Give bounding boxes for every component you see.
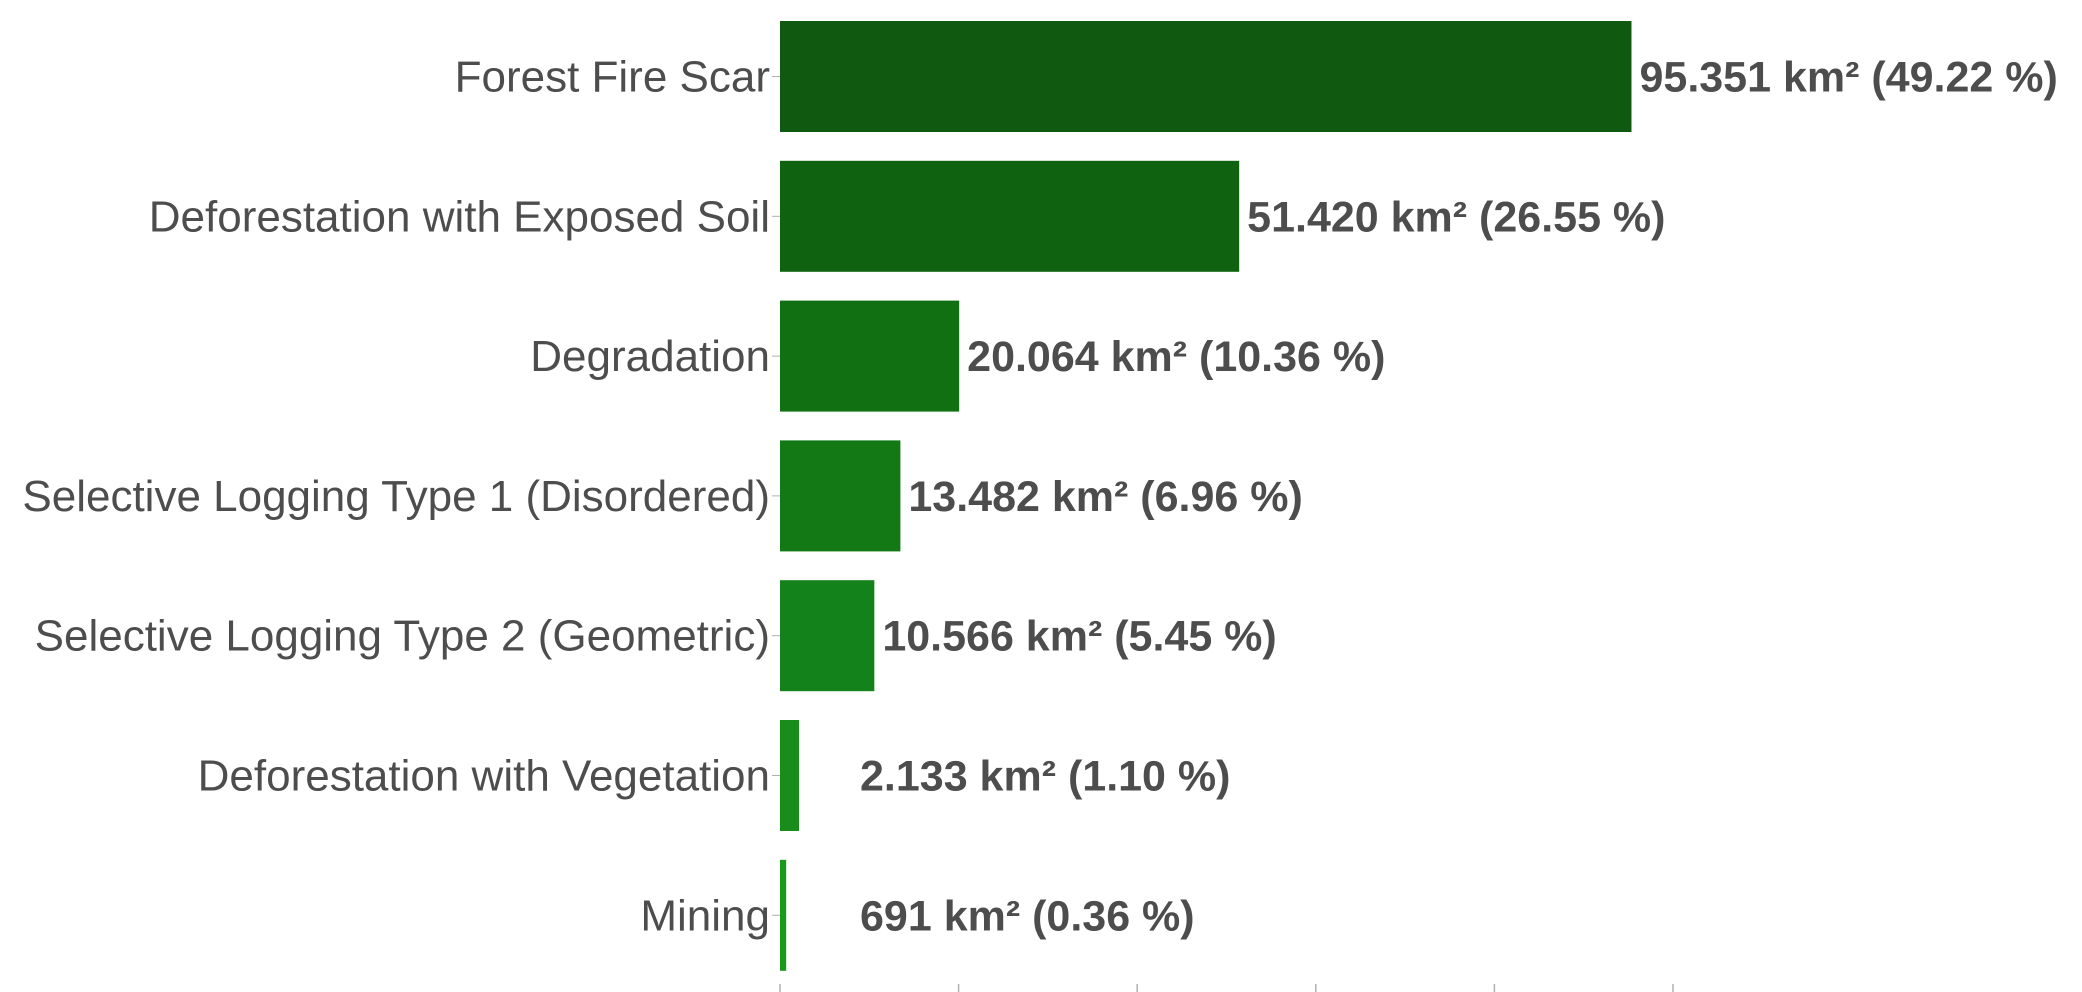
value-label-3: 13.482 km² (6.96 %)	[908, 473, 1302, 521]
value-labels: 95.351 km² (49.22 %) 51.420 km² (26.55 %)…	[860, 54, 2058, 941]
bar-6	[780, 859, 787, 971]
bar-0	[780, 21, 1632, 132]
bar-2	[780, 300, 960, 412]
category-label-0: Forest Fire Scar	[455, 53, 770, 102]
value-label-4: 10.566 km² (5.45 %)	[882, 613, 1276, 661]
category-label-1: Deforestation with Exposed Soil	[149, 192, 770, 241]
value-label-0: 95.351 km² (49.22 %)	[1639, 54, 2057, 102]
category-labels: Forest Fire Scar Deforestation with Expos…	[22, 53, 770, 941]
value-label-6: 691 km² (0.36 %)	[860, 892, 1195, 940]
bars-layer	[772, 21, 1632, 971]
bar-5	[780, 720, 800, 831]
value-label-1: 51.420 km² (26.55 %)	[1247, 193, 1665, 241]
x-axis-ticks	[779, 984, 1674, 992]
category-label-5: Deforestation with Vegetation	[198, 752, 770, 801]
bar-4	[780, 580, 875, 692]
category-label-4: Selective Logging Type 2 (Geometric)	[35, 612, 770, 661]
value-label-5: 2.133 km² (1.10 %)	[860, 753, 1230, 801]
value-label-2: 20.064 km² (10.36 %)	[967, 333, 1385, 381]
category-label-3: Selective Logging Type 1 (Disordered)	[22, 472, 770, 521]
category-label-2: Degradation	[530, 332, 770, 381]
bar-1	[780, 160, 1240, 272]
category-label-6: Mining	[640, 891, 770, 940]
bar-3	[780, 440, 901, 552]
